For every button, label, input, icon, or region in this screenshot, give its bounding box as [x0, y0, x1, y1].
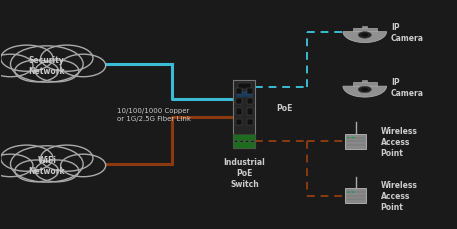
- Circle shape: [11, 47, 83, 83]
- Circle shape: [347, 192, 350, 193]
- Text: 10/100/1000 Copper
or 1G/2.5G Fiber Link: 10/100/1000 Copper or 1G/2.5G Fiber Link: [117, 108, 191, 121]
- Bar: [236, 88, 242, 94]
- Bar: [247, 88, 253, 94]
- Text: Wireless
Access
Point: Wireless Access Point: [381, 126, 418, 157]
- Bar: [353, 29, 377, 33]
- Circle shape: [61, 55, 106, 77]
- Circle shape: [41, 46, 93, 72]
- Bar: [345, 189, 366, 203]
- Bar: [236, 109, 242, 115]
- Bar: [238, 83, 251, 89]
- Wedge shape: [343, 33, 387, 43]
- Circle shape: [41, 145, 93, 172]
- Circle shape: [35, 61, 79, 82]
- Bar: [247, 109, 253, 115]
- Bar: [353, 83, 377, 87]
- Circle shape: [234, 141, 238, 143]
- Text: IP
Camera: IP Camera: [391, 23, 424, 43]
- Bar: [345, 134, 366, 149]
- Circle shape: [245, 141, 249, 143]
- Circle shape: [0, 46, 53, 72]
- Bar: [236, 119, 242, 125]
- Text: IP
Camera: IP Camera: [391, 77, 424, 97]
- Circle shape: [11, 146, 83, 182]
- Wedge shape: [343, 87, 387, 98]
- Circle shape: [347, 137, 350, 139]
- Circle shape: [0, 145, 53, 172]
- Text: WiFi
Network: WiFi Network: [28, 155, 65, 175]
- Text: PoE: PoE: [276, 103, 292, 112]
- Bar: [362, 81, 367, 83]
- Bar: [247, 119, 253, 125]
- Circle shape: [358, 87, 371, 93]
- Circle shape: [0, 55, 33, 77]
- Circle shape: [15, 61, 58, 82]
- Circle shape: [61, 155, 106, 177]
- Text: Security
Network: Security Network: [28, 56, 65, 76]
- Bar: [234, 81, 255, 148]
- Bar: [236, 91, 253, 98]
- Circle shape: [358, 33, 371, 39]
- Circle shape: [15, 160, 58, 182]
- Bar: [362, 27, 367, 29]
- Circle shape: [240, 141, 244, 143]
- Text: Industrial
PoE
Switch: Industrial PoE Switch: [223, 158, 265, 188]
- Text: Wireless
Access
Point: Wireless Access Point: [381, 180, 418, 211]
- Circle shape: [361, 88, 368, 92]
- Circle shape: [251, 141, 255, 143]
- Circle shape: [361, 34, 368, 38]
- Circle shape: [351, 137, 354, 139]
- Bar: [236, 98, 242, 105]
- Circle shape: [351, 192, 354, 193]
- Circle shape: [0, 155, 33, 177]
- Circle shape: [35, 160, 79, 182]
- Bar: [234, 135, 255, 148]
- Bar: [247, 98, 253, 105]
